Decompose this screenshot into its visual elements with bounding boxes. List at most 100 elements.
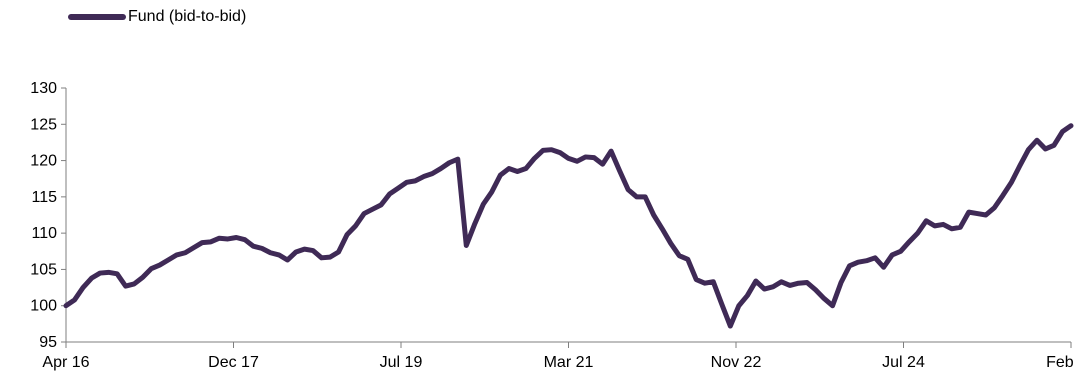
data-point — [651, 213, 656, 218]
data-point — [983, 213, 988, 218]
data-point — [915, 231, 920, 236]
data-point — [966, 210, 971, 215]
x-tick-label: Jul 19 — [380, 354, 423, 371]
data-point — [932, 223, 937, 228]
y-tick-label: 95 — [39, 334, 57, 351]
data-point — [677, 253, 682, 258]
data-point — [898, 249, 903, 254]
data-point — [106, 270, 111, 275]
legend-swatch — [68, 14, 126, 20]
data-point — [702, 281, 707, 286]
x-tick-label: Dec 17 — [208, 354, 259, 371]
data-point — [183, 250, 188, 255]
data-point — [353, 223, 358, 228]
data-point — [251, 244, 256, 249]
data-point — [813, 287, 818, 292]
data-point — [796, 281, 801, 286]
data-point — [438, 166, 443, 171]
data-point — [1034, 138, 1039, 143]
y-tick-label: 115 — [31, 189, 57, 206]
data-point — [694, 277, 699, 282]
data-point — [132, 281, 137, 286]
data-point — [345, 232, 350, 237]
data-point — [200, 240, 205, 245]
data-point — [225, 236, 230, 241]
data-point — [81, 285, 86, 290]
data-point — [822, 296, 827, 301]
x-tick-label: Nov 22 — [711, 354, 762, 371]
data-point — [557, 150, 562, 155]
data-point — [191, 245, 196, 250]
data-point — [404, 180, 409, 185]
data-point — [481, 202, 486, 207]
data-point — [64, 303, 69, 308]
data-point — [464, 243, 469, 248]
data-point — [736, 303, 741, 308]
data-point — [413, 178, 418, 183]
y-tick-label: 120 — [30, 153, 57, 170]
data-point — [208, 239, 213, 244]
data-point — [941, 222, 946, 227]
data-point — [1026, 147, 1031, 152]
data-point — [685, 257, 690, 262]
data-point — [1043, 146, 1048, 151]
x-tick-label: Mar 21 — [544, 354, 594, 371]
data-point — [1060, 129, 1065, 134]
data-point — [745, 293, 750, 298]
data-point — [626, 187, 631, 192]
data-point — [387, 191, 392, 196]
data-point — [319, 255, 324, 260]
y-tick-label: 130 — [30, 80, 57, 97]
data-point — [890, 252, 895, 257]
data-point — [89, 276, 94, 281]
data-point — [566, 156, 571, 161]
data-point — [719, 302, 724, 307]
y-tick-label: 100 — [30, 298, 57, 315]
data-point — [856, 260, 861, 265]
data-point — [157, 263, 162, 268]
legend-label: Fund (bid-to-bid) — [128, 8, 247, 25]
data-point — [830, 303, 835, 308]
data-point — [532, 156, 537, 161]
data-point — [166, 257, 171, 262]
data-point — [728, 324, 733, 329]
data-point — [540, 148, 545, 153]
x-tick-label: Apr 16 — [42, 354, 89, 371]
data-point — [873, 255, 878, 260]
y-tick-label: 105 — [30, 261, 57, 278]
data-point — [583, 154, 588, 159]
data-point — [770, 284, 775, 289]
data-point — [396, 186, 401, 191]
data-point — [489, 189, 494, 194]
y-tick-label: 125 — [30, 116, 57, 133]
data-point — [421, 174, 426, 179]
data-point — [506, 166, 511, 171]
chart-legend: Fund (bid-to-bid) — [68, 6, 246, 28]
data-point — [285, 257, 290, 262]
data-point — [1069, 123, 1074, 128]
x-tick-label: Feb 26 — [1046, 354, 1077, 371]
data-point — [592, 155, 597, 160]
data-point — [1009, 180, 1014, 185]
data-point — [98, 271, 103, 276]
data-point — [72, 297, 77, 302]
data-point — [242, 237, 247, 242]
data-point — [234, 235, 239, 240]
data-point — [293, 250, 298, 255]
data-point — [643, 194, 648, 199]
data-point — [779, 279, 784, 284]
data-point — [149, 266, 154, 271]
data-point — [575, 159, 580, 164]
data-point — [447, 160, 452, 165]
data-point — [1017, 163, 1022, 168]
data-point — [455, 157, 460, 162]
data-point — [268, 250, 273, 255]
data-point — [140, 275, 145, 280]
data-point — [787, 283, 792, 288]
data-point — [600, 162, 605, 167]
data-point — [276, 252, 281, 257]
data-point — [123, 284, 128, 289]
data-point — [523, 166, 528, 171]
data-point — [498, 173, 503, 178]
